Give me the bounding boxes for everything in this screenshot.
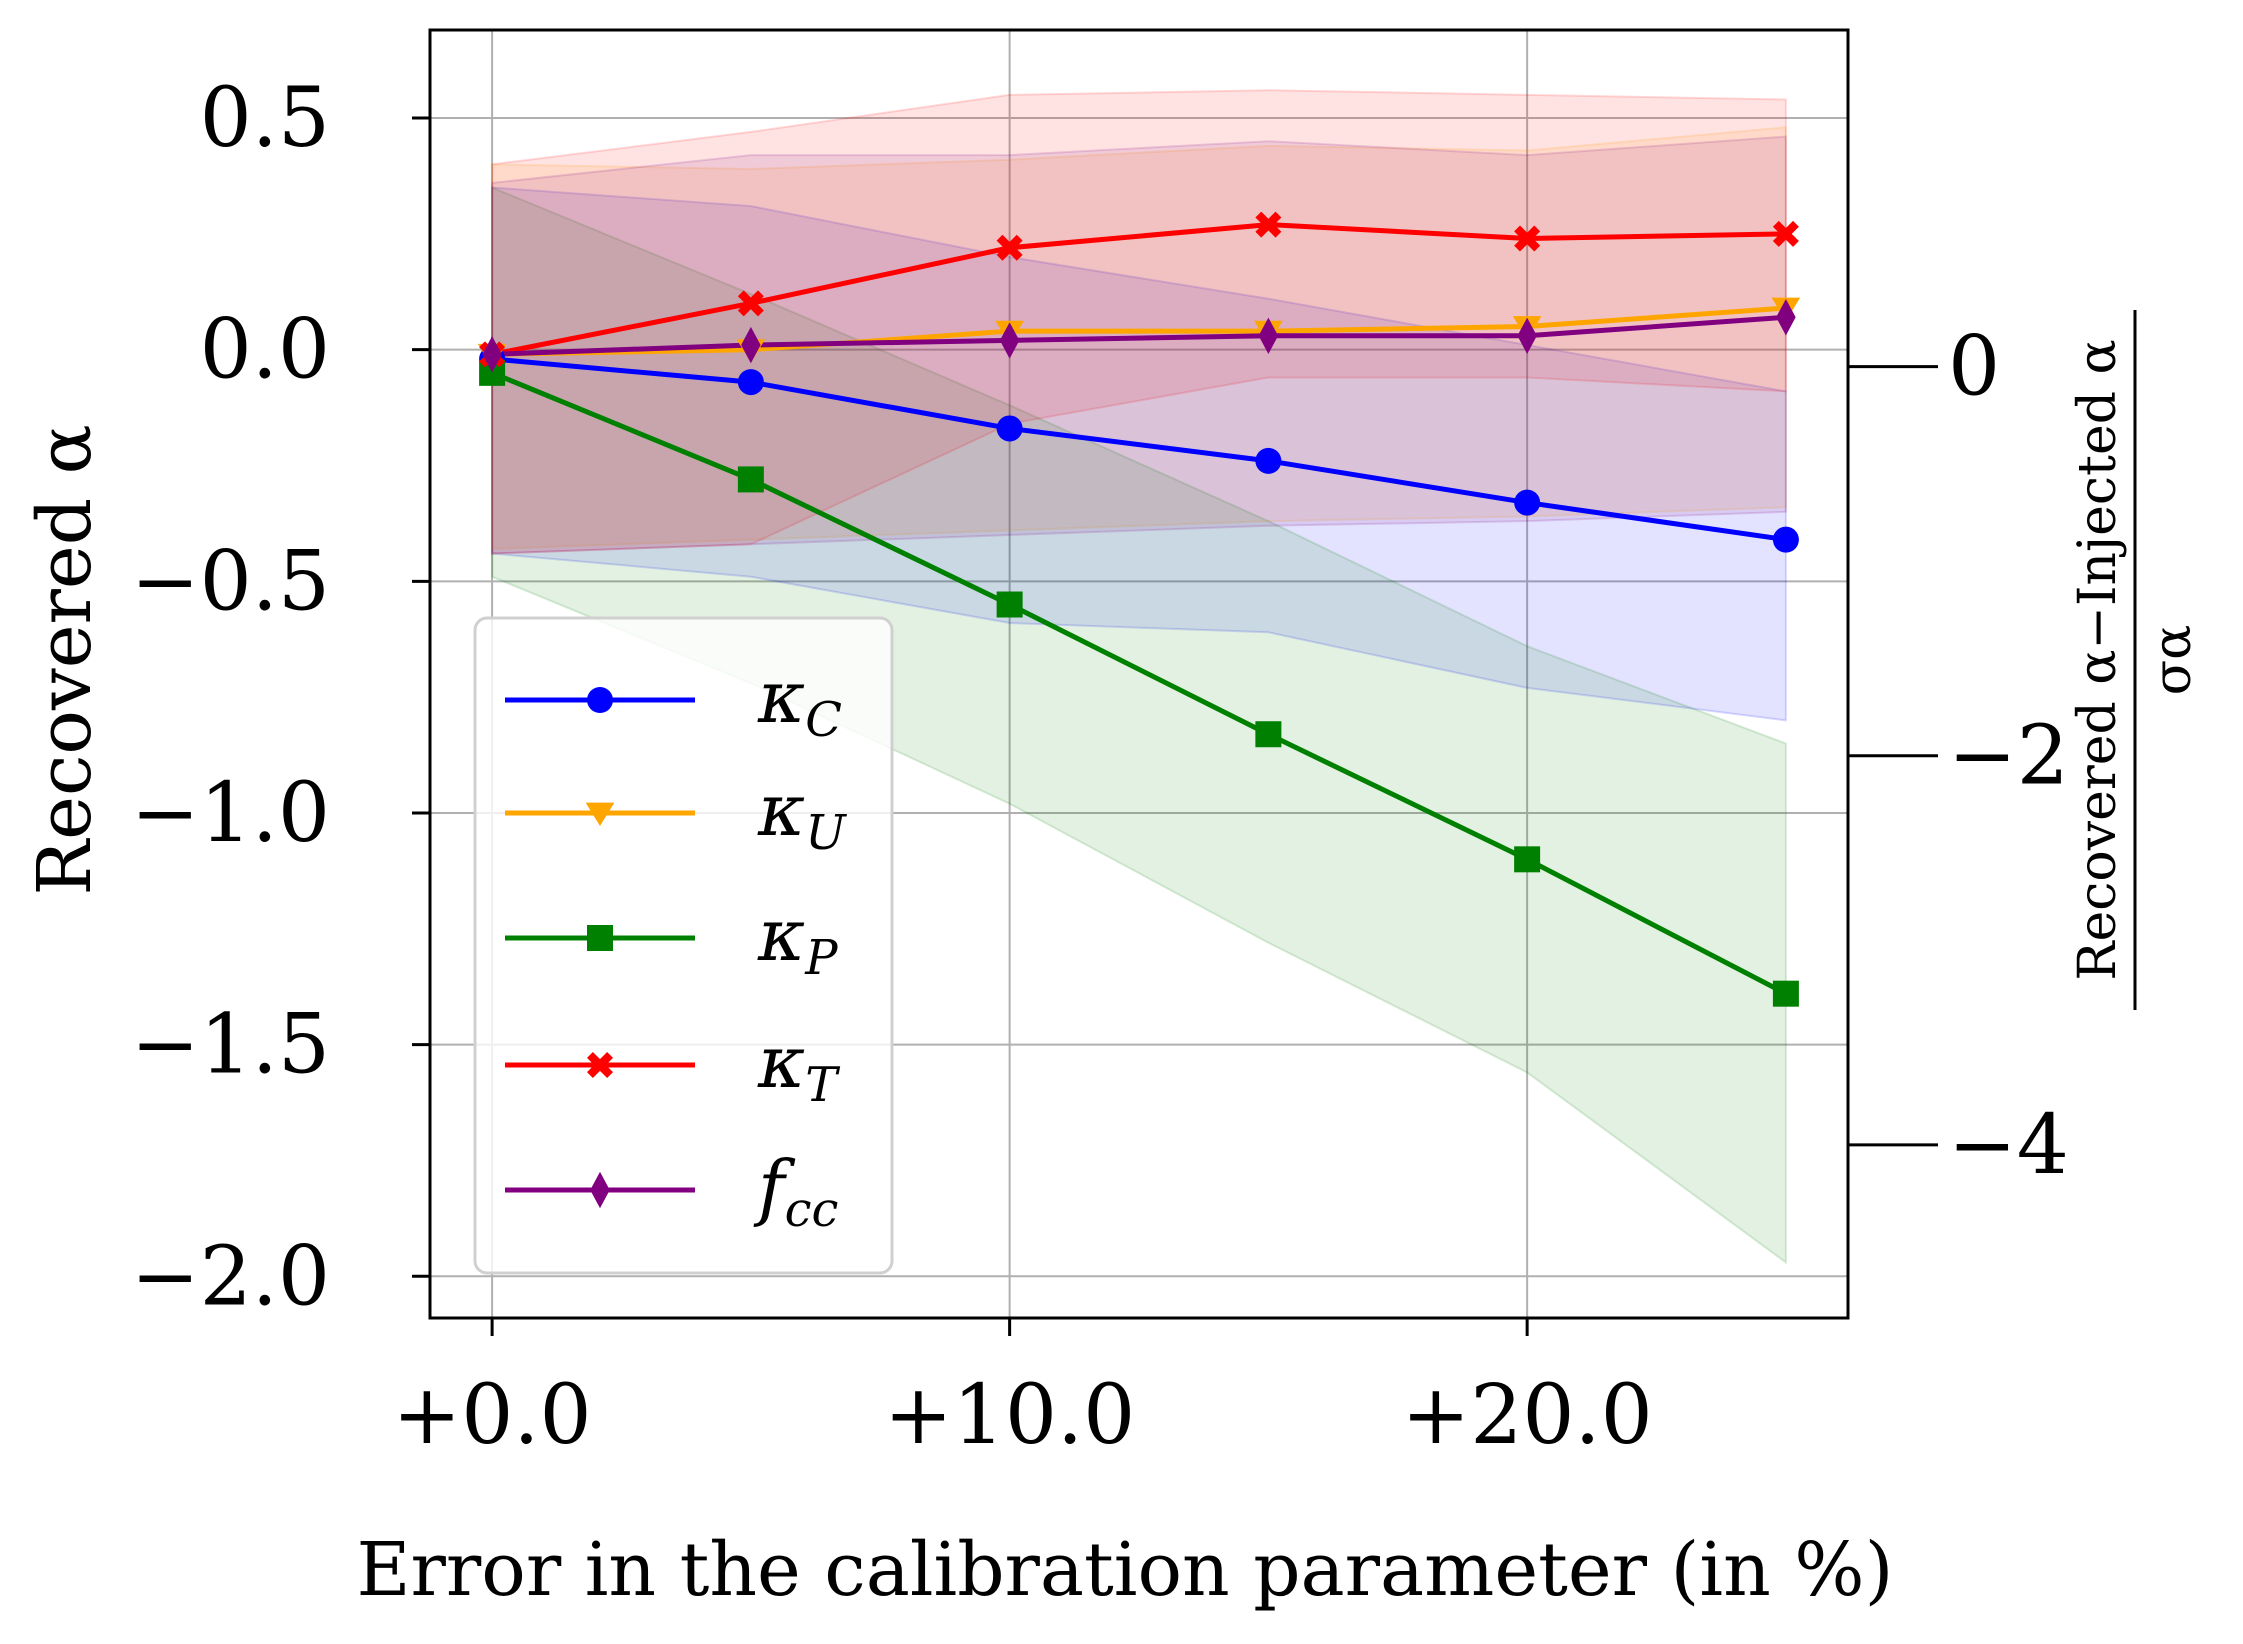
data-point [1514, 225, 1541, 252]
y-tick-label: −1.0 [131, 766, 330, 861]
legend-marker [587, 925, 613, 951]
data-point [1258, 317, 1279, 354]
y-axis-label: Recovered α [22, 424, 108, 895]
legend-marker [587, 1052, 613, 1078]
axis-ticks: +0.0 +10.0 +20.0 0.5 0.0 −0.5 −1.0 −1.5 −2.0 0 −2 −… [131, 71, 2069, 1463]
legend-label-subscript: U [805, 805, 847, 861]
data-point [1514, 489, 1541, 516]
data-point [482, 336, 502, 373]
legend-label: κP [757, 893, 838, 986]
data-point [999, 322, 1020, 359]
right-axis-label-denominator: σα [2143, 625, 2203, 696]
data-point [1255, 721, 1282, 748]
data-point [1255, 211, 1282, 238]
y-tick-label: 0.5 [200, 71, 330, 166]
data-point [1517, 317, 1537, 354]
right-y-tick-label: −4 [1948, 1098, 2069, 1193]
error-bands [491, 89, 1787, 1265]
legend-label-main: κ [757, 768, 805, 852]
right-axis-label-numerator: Recovered α−Injected α [2068, 339, 2128, 980]
data-point [1255, 447, 1282, 474]
legend-label: κC [757, 655, 842, 748]
series-lines [491, 222, 1788, 996]
legend-label-subscript: T [805, 1057, 840, 1113]
series-markers [477, 211, 1801, 1007]
error-band-κ-C [491, 186, 1787, 722]
series-line-κ-T [491, 222, 1786, 357]
legend-label-main: κ [757, 893, 805, 977]
data-point [1776, 299, 1796, 336]
data-point [996, 234, 1023, 261]
error-band-f-cc [491, 135, 1787, 555]
legend-marker [590, 1171, 610, 1209]
x-axis-label: Error in the calibration parameter (in %… [357, 1527, 1894, 1613]
series-line-κ-U [492, 305, 1787, 357]
x-tick-label: +10.0 [884, 1368, 1135, 1463]
legend-label: κU [757, 768, 847, 861]
right-axis-label: Recovered α−Injected α σα [2068, 310, 2203, 1010]
series-line-f-cc [492, 314, 1787, 357]
data-point [1772, 526, 1799, 553]
legend-label-subscript: P [804, 930, 838, 986]
legend-label-main: κ [757, 655, 805, 739]
legend-label: κT [757, 1020, 840, 1113]
series-line-κ-P [491, 370, 1788, 996]
legend-marker [585, 802, 615, 826]
right-y-tick-label: −2 [1948, 709, 2069, 804]
data-point [1514, 846, 1541, 873]
x-tick-label: +20.0 [1401, 1368, 1652, 1463]
data-point [996, 415, 1023, 442]
y-tick-label: −2.0 [131, 1229, 330, 1324]
legend-box [473, 616, 894, 1275]
data-point [737, 466, 764, 493]
data-point [996, 591, 1023, 618]
data-point [1772, 980, 1799, 1007]
data-point [737, 290, 764, 317]
data-point [1772, 220, 1799, 247]
legend-label-subscript: C [805, 692, 842, 748]
right-y-tick-label: 0 [1948, 320, 2000, 415]
y-tick-label: −1.5 [131, 998, 330, 1093]
data-point [737, 369, 764, 396]
plot-frame [428, 28, 1850, 1320]
legend-label-subscript: cc [785, 1182, 839, 1238]
error-band-κ-T [491, 89, 1787, 555]
series-line-κ-C [491, 356, 1787, 543]
data-point [741, 326, 761, 364]
legend-marker [587, 687, 613, 713]
legend-label-main: κ [757, 1020, 805, 1104]
y-tick-label: −0.5 [131, 534, 330, 629]
x-tick-label: +0.0 [393, 1368, 592, 1463]
y-tick-label: 0.0 [200, 303, 330, 398]
